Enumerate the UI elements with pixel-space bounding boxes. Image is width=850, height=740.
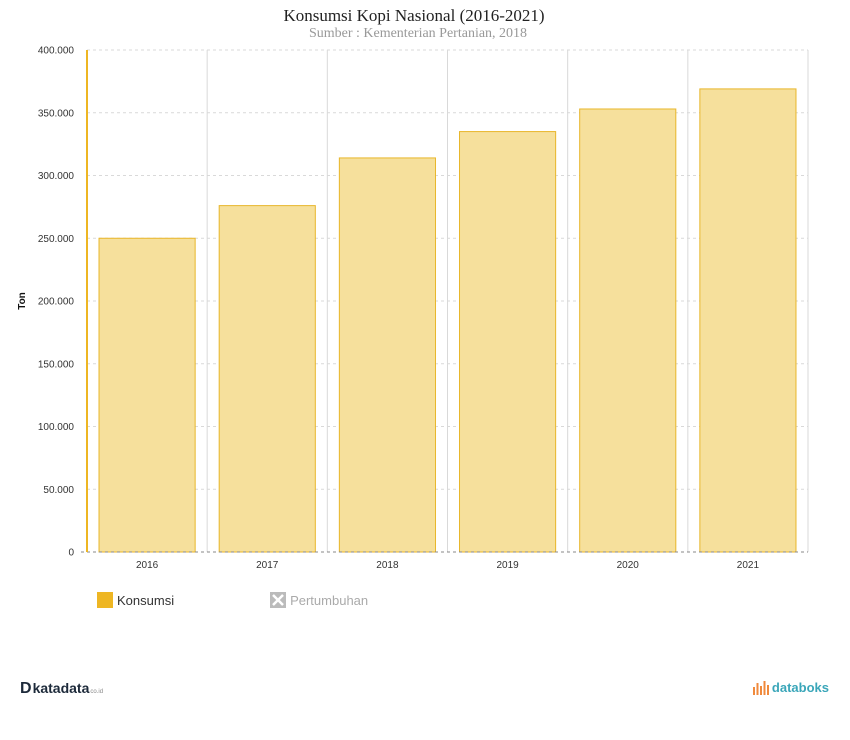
bar-chart: 0 50.000 100.000 150.000 200.000 250.000 300.0… [17,46,809,571]
bar-2018 [338,157,436,553]
y-tick-label: 0 [68,548,74,559]
bar-2019 [459,131,557,553]
y-tick-label: 100.000 [38,422,75,433]
bar-2021 [699,88,797,553]
y-tick-label: 400.000 [38,46,75,57]
katadata-suffix: co.id [90,689,104,695]
y-axis-title: Ton [17,292,28,310]
chart-subtitle: Sumber : Kementerian Pertanian, 2018 [308,26,528,41]
legend-item-konsumsi[interactable]: Konsumsi [97,592,174,608]
x-tick-label: 2018 [376,560,399,571]
bar-2020 [579,108,677,553]
bar-2017 [218,205,316,553]
x-tick-label: 2016 [136,560,159,571]
bar-2016 [98,237,196,553]
y-tick-label: 350.000 [38,108,75,119]
legend-label-pertumbuhan: Pertumbuhan [290,592,369,608]
x-tick-label: 2017 [256,560,279,571]
y-tick-label: 250.000 [38,234,75,245]
x-tick-label: 2019 [496,560,519,571]
databoks-name: databoks [771,680,829,695]
hidden-series-icon [270,592,287,608]
y-tick-label: 50.000 [43,485,74,496]
y-tick-label: 300.000 [38,171,75,182]
x-tick-label: 2020 [617,560,640,571]
katadata-logo[interactable]: D katadata co.id [20,680,103,698]
y-tick-label: 200.000 [38,297,75,308]
legend-swatch-konsumsi [97,592,113,608]
chart-title: Konsumsi Kopi Nasional (2016-2021) [283,6,545,25]
legend-item-pertumbuhan[interactable]: Pertumbuhan [270,592,368,608]
y-tick-label: 150.000 [38,359,75,370]
katadata-name: katadata [32,680,90,696]
katadata-mark: D [20,680,32,697]
databoks-logo[interactable]: databoks [752,680,829,695]
x-tick-label: 2021 [737,560,760,571]
legend-label-konsumsi: Konsumsi [117,592,175,608]
databoks-bars-icon [752,680,769,695]
legend: Konsumsi Pertumbuhan [97,592,368,608]
